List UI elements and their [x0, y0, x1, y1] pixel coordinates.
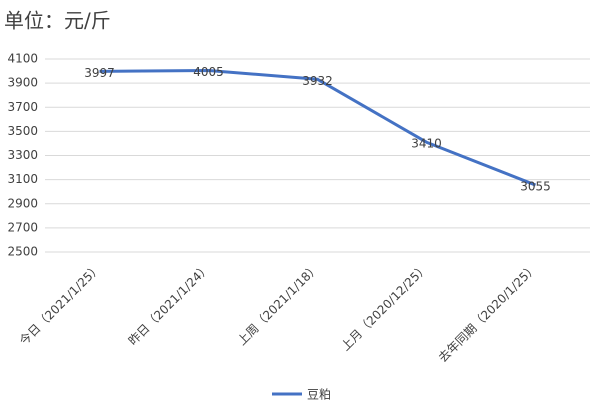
data-label: 3997: [84, 66, 115, 80]
y-tick-label: 3900: [7, 76, 38, 90]
x-tick-label: 上周（2021/1/18）: [235, 261, 322, 348]
x-tick-label: 去年同期（2020/1/25）: [436, 261, 540, 365]
x-tick-label: 上月（2020/12/25）: [338, 261, 431, 354]
y-tick-label: 3500: [7, 124, 38, 138]
y-tick-label: 3700: [7, 100, 38, 114]
data-label: 3932: [302, 74, 333, 88]
legend-label: 豆粕: [307, 387, 331, 402]
y-tick-label: 2500: [7, 245, 38, 259]
data-label: 3410: [411, 137, 442, 151]
x-tick-label: 昨日（2021/1/24）: [126, 261, 213, 348]
chart-title: 单位：元/斤: [4, 9, 111, 33]
data-label: 4005: [193, 65, 224, 79]
y-tick-label: 4100: [7, 52, 38, 66]
y-tick-label: 3300: [7, 148, 38, 162]
y-tick-label: 2900: [7, 196, 38, 210]
x-tick-label: 今日（2021/1/25）: [16, 260, 104, 348]
data-label: 3055: [520, 180, 551, 194]
y-tick-label: 3100: [7, 172, 38, 186]
y-tick-label: 2700: [7, 220, 38, 234]
line: [99, 68, 537, 187]
